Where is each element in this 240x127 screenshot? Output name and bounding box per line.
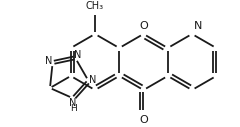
Text: O: O (139, 115, 148, 125)
Text: N: N (69, 98, 77, 108)
Text: CH₃: CH₃ (86, 1, 104, 11)
Text: N: N (74, 50, 82, 60)
Text: N: N (194, 21, 202, 31)
Text: N: N (45, 56, 53, 66)
Text: H: H (70, 104, 77, 113)
Text: N: N (89, 75, 97, 85)
Text: O: O (139, 21, 148, 31)
